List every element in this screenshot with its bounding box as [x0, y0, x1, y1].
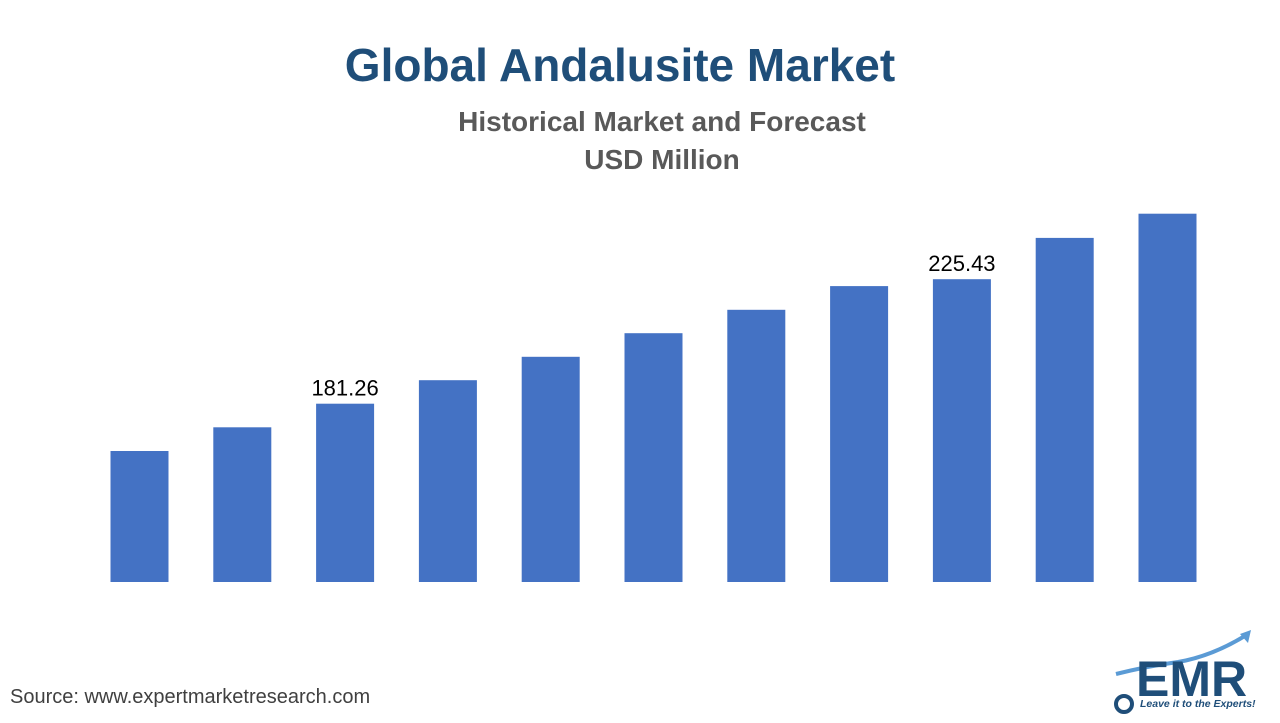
bar-4: [418, 380, 477, 582]
bar-5: [521, 356, 580, 582]
bar-6: [624, 333, 683, 582]
logo-arrow-icon: [1115, 632, 1250, 676]
logo-wordmark: EMR: [1136, 651, 1247, 707]
bar-2: [213, 427, 272, 582]
logo-tagline: Leave it to the Experts!: [1140, 698, 1256, 710]
data-label-9: 225.43: [928, 251, 995, 276]
source-note: Source: www.expertmarketresearch.com: [10, 686, 371, 708]
bar-9: [932, 279, 991, 582]
emr-logo-graphic: EMR: [1114, 630, 1251, 714]
data-label-3: 181.26: [311, 376, 378, 401]
bar-7: [727, 309, 786, 582]
emr-logo: EMR Leave it to the Experts!: [1108, 626, 1268, 718]
bar-10: [1035, 237, 1094, 582]
chart-subtitle: Historical Market and Forecast: [458, 106, 866, 137]
logo-ring-icon: [1114, 694, 1134, 714]
logo-arrowhead-icon: [1240, 630, 1251, 643]
bar-1: [110, 451, 169, 582]
chart-title: Global Andalusite Market: [344, 39, 896, 91]
bar-8: [830, 286, 889, 582]
bar-11: [1138, 213, 1197, 582]
bar-3: [316, 403, 375, 582]
chart-unit-subtitle: USD Million: [584, 144, 740, 175]
